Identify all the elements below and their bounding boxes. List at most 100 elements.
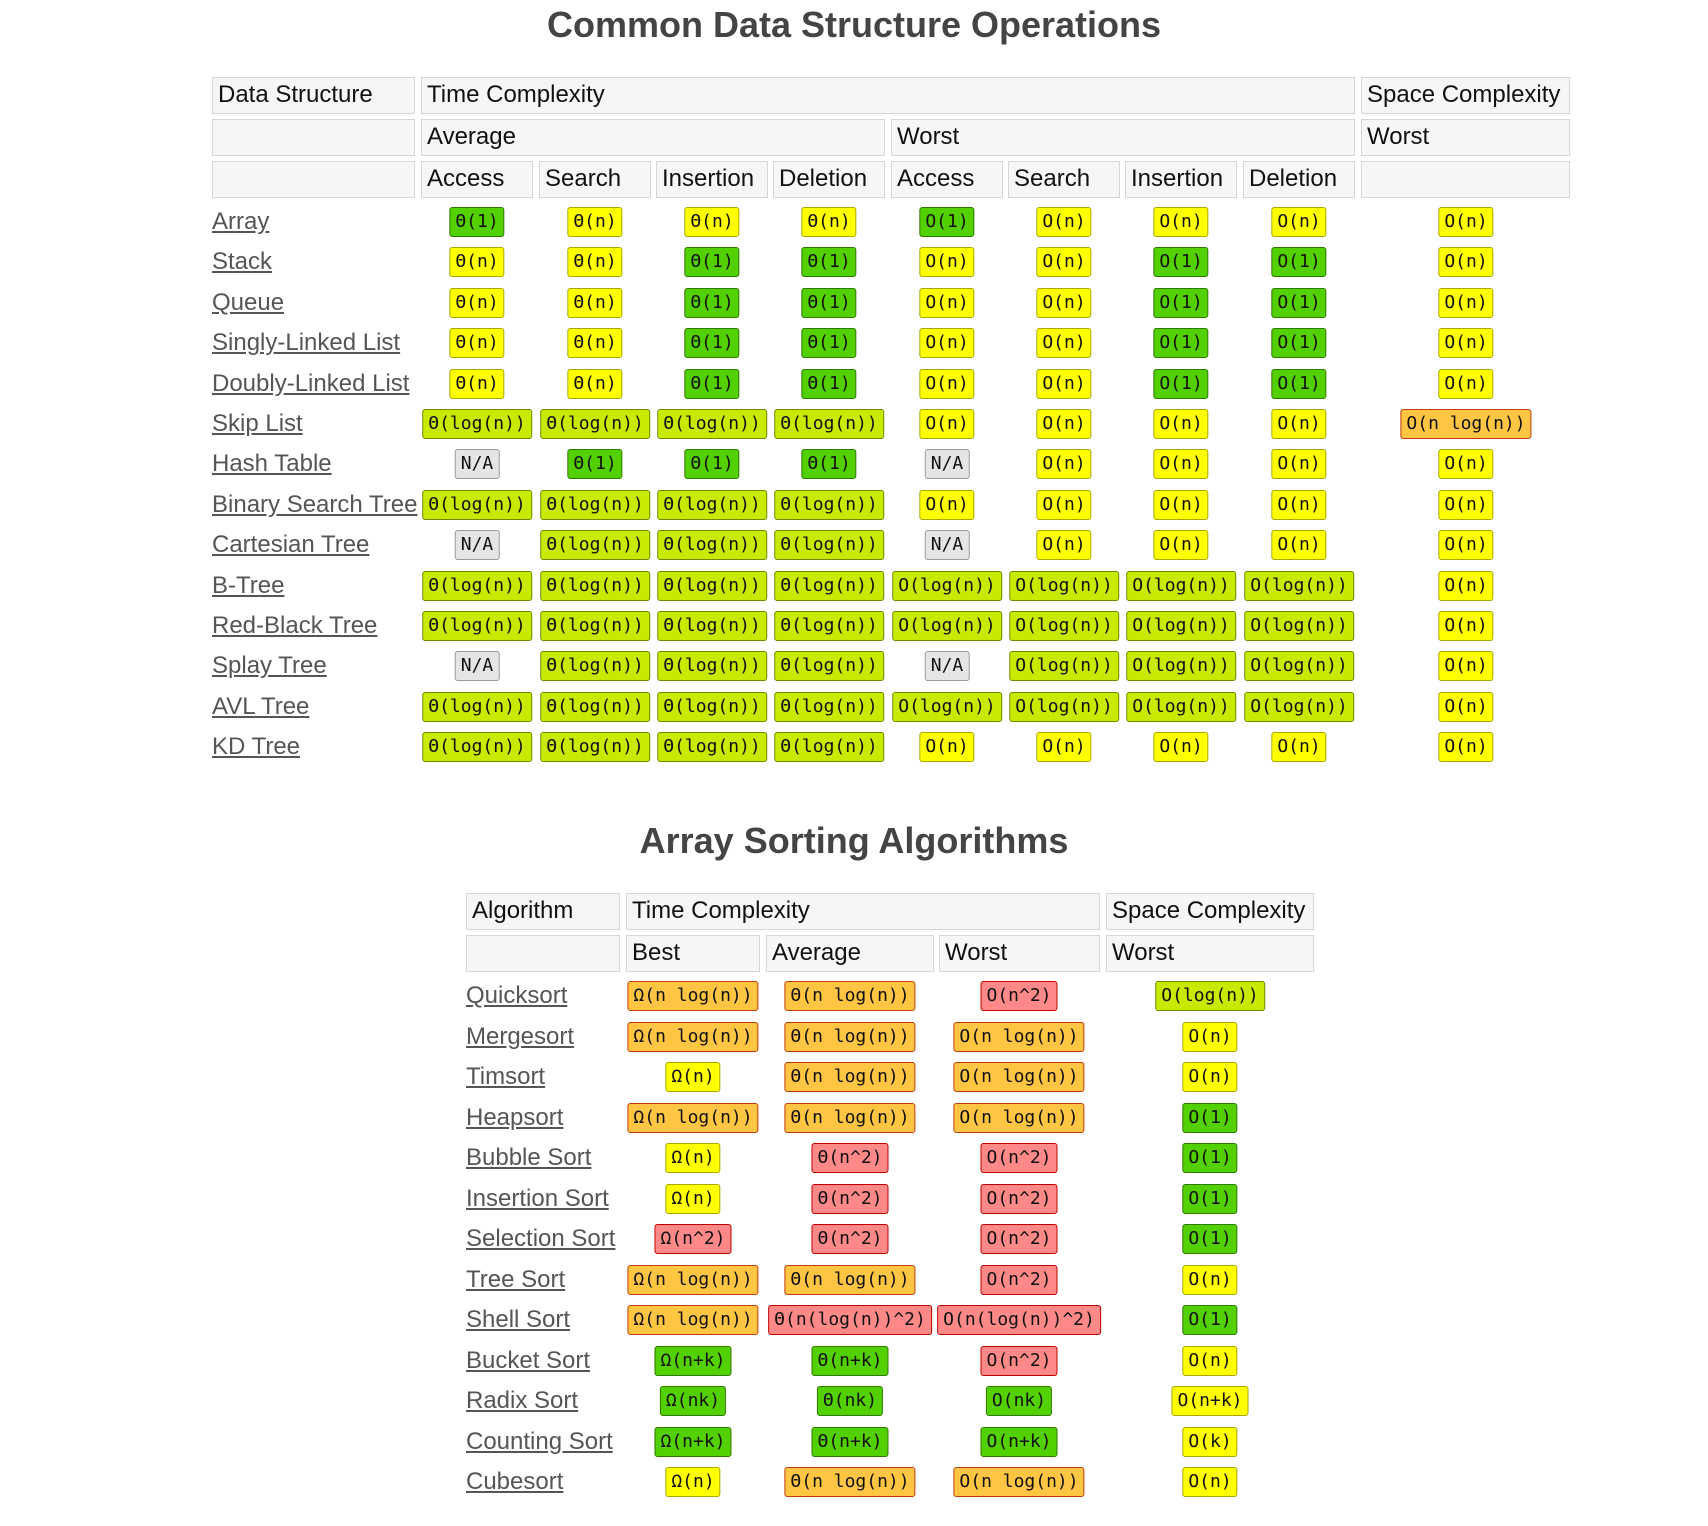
- ds-header-op: Access: [421, 161, 533, 198]
- ds-complexity-badge: O(log(n)): [1244, 651, 1354, 682]
- ds-row-label[interactable]: Doubly-Linked List: [212, 369, 410, 397]
- ds-row-label[interactable]: Hash Table: [212, 450, 332, 478]
- ds-header-op: Deletion: [773, 161, 885, 198]
- ds-complexity-badge: Θ(n): [449, 368, 505, 399]
- sort-complexity-badge: Ω(n log(n)): [627, 1102, 759, 1133]
- ds-complexity-badge: O(n): [1438, 651, 1494, 682]
- ds-complexity-badge: N/A: [454, 449, 500, 480]
- sort-row-label[interactable]: Timsort: [466, 1063, 546, 1090]
- ds-complexity-badge: Θ(log(n)): [657, 489, 767, 520]
- sort-complexity-badge: O(log(n)): [1155, 981, 1265, 1011]
- ds-complexity-badge: O(n): [1438, 207, 1494, 237]
- ds-complexity-badge: Θ(log(n)): [422, 732, 532, 763]
- ds-complexity-badge: Θ(n): [567, 207, 623, 237]
- sort-row-label[interactable]: Cubesort: [466, 1468, 564, 1495]
- sort-header-space-complexity: Space Complexity: [1106, 893, 1314, 930]
- sort-complexity-badge: Θ(n(log(n))^2): [768, 1305, 932, 1335]
- ds-complexity-badge: O(n): [1438, 691, 1494, 722]
- sort-row-label[interactable]: Counting Sort: [466, 1427, 613, 1455]
- sort-header-worst: Worst: [939, 935, 1100, 972]
- ds-complexity-badge: Θ(log(n)): [657, 570, 767, 601]
- sort-header-blank: [466, 935, 620, 972]
- ds-complexity-badge: O(log(n)): [1244, 691, 1354, 722]
- ds-complexity-badge: O(n): [1153, 732, 1209, 763]
- ds-complexity-badge: Θ(1): [801, 449, 857, 480]
- ds-complexity-badge: O(n): [1036, 287, 1092, 318]
- ds-complexity-badge: Θ(1): [567, 449, 623, 480]
- sort-row-label[interactable]: Shell Sort: [466, 1306, 571, 1333]
- ds-complexity-badge: N/A: [924, 651, 970, 682]
- ds-complexity-badge: O(1): [1153, 368, 1209, 399]
- ds-row-label[interactable]: Array: [212, 208, 270, 235]
- ds-complexity-badge: Θ(n): [567, 328, 623, 359]
- ds-complexity-badge: O(n): [919, 247, 975, 278]
- ds-header-op: Access: [891, 161, 1003, 198]
- sort-complexity-badge: Ω(n): [665, 1183, 721, 1214]
- ds-complexity-badge: O(n): [1036, 368, 1092, 399]
- sort-row-label[interactable]: Mergesort: [466, 1022, 575, 1050]
- ds-row-label[interactable]: Queue: [212, 288, 285, 316]
- ds-complexity-badge: Θ(log(n)): [540, 570, 650, 601]
- ds-complexity-badge: Θ(log(n)): [422, 691, 532, 722]
- ds-row-label[interactable]: AVL Tree: [212, 692, 310, 720]
- sort-row-label[interactable]: Heapsort: [466, 1103, 564, 1131]
- ds-complexity-badge: O(n): [1438, 247, 1494, 278]
- ds-complexity-badge: O(log(n)): [1126, 691, 1236, 722]
- sort-row-label[interactable]: Quicksort: [466, 982, 568, 1009]
- ds-complexity-badge: Θ(log(n)): [774, 691, 884, 722]
- ds-header-time-complexity: Time Complexity: [421, 77, 1355, 114]
- ds-row-label[interactable]: Cartesian Tree: [212, 531, 370, 559]
- sort-complexity-badge: Ω(n): [665, 1143, 721, 1173]
- ds-complexity-badge: O(n): [1438, 449, 1494, 480]
- ds-header-blank: [1361, 161, 1570, 198]
- ds-complexity-badge: Θ(log(n)): [540, 651, 650, 682]
- ds-header-average: Average: [421, 119, 885, 156]
- ds-row-label[interactable]: Binary Search Tree: [212, 490, 418, 518]
- sort-header-average: Average: [766, 935, 934, 972]
- ds-header-op: Insertion: [656, 161, 768, 198]
- ds-row-label[interactable]: Singly-Linked List: [212, 329, 401, 357]
- ds-complexity-badge: O(1): [1271, 247, 1327, 278]
- ds-complexity-badge: O(log(n)): [1244, 611, 1354, 641]
- sort-row-label[interactable]: Insertion Sort: [466, 1184, 609, 1212]
- ds-complexity-badge: Θ(1): [684, 287, 740, 318]
- ds-complexity-badge: O(n): [1438, 489, 1494, 520]
- ds-row-label[interactable]: Skip List: [212, 410, 303, 437]
- ds-complexity-badge: O(log(n)): [1009, 611, 1119, 641]
- ds-complexity-badge: O(1): [1271, 287, 1327, 318]
- ds-complexity-badge: O(log(n)): [1009, 651, 1119, 682]
- sort-complexity-badge: O(nk): [985, 1386, 1053, 1416]
- ds-complexity-badge: Θ(1): [684, 368, 740, 399]
- sort-complexity-badge: O(1): [1182, 1102, 1238, 1133]
- ds-complexity-badge: Θ(log(n)): [422, 570, 532, 601]
- sort-row-label[interactable]: Radix Sort: [466, 1387, 579, 1414]
- sort-complexity-badge: O(n): [1182, 1062, 1238, 1092]
- ds-row-label[interactable]: Splay Tree: [212, 652, 327, 680]
- sort-complexity-badge: O(n^2): [980, 1264, 1058, 1295]
- ds-complexity-badge: O(n): [919, 328, 975, 359]
- sort-row-label[interactable]: Bucket Sort: [466, 1346, 591, 1374]
- ds-header-space-complexity: Space Complexity: [1361, 77, 1570, 114]
- sort-row-label[interactable]: Selection Sort: [466, 1225, 616, 1252]
- sort-row-label[interactable]: Bubble Sort: [466, 1144, 592, 1171]
- ds-row-label[interactable]: KD Tree: [212, 733, 301, 761]
- sort-complexity-badge: Ω(nk): [659, 1386, 727, 1416]
- ds-row-label[interactable]: B-Tree: [212, 571, 285, 599]
- ds-complexity-badge: O(log(n)): [892, 570, 1002, 601]
- ds-row-label[interactable]: Red-Black Tree: [212, 612, 378, 639]
- ds-header-blank: [212, 119, 415, 156]
- ds-header-blank: [212, 161, 415, 198]
- sort-complexity-badge: O(n+k): [980, 1426, 1058, 1457]
- sort-complexity-badge: Ω(n): [665, 1062, 721, 1092]
- ds-complexity-badge: O(n): [1438, 570, 1494, 601]
- ds-complexity-badge: Θ(log(n)): [657, 530, 767, 561]
- sort-complexity-badge: O(n^2): [980, 1224, 1058, 1254]
- sort-complexity-badge: Ω(n+k): [654, 1345, 732, 1376]
- ds-complexity-badge: Θ(1): [801, 247, 857, 278]
- sort-row-label[interactable]: Tree Sort: [466, 1265, 566, 1293]
- ds-complexity-badge: Θ(log(n)): [774, 651, 884, 682]
- ds-complexity-badge: O(log(n)): [1009, 570, 1119, 601]
- sort-header-best: Best: [626, 935, 760, 972]
- ds-row-label[interactable]: Stack: [212, 248, 273, 276]
- ds-complexity-badge: N/A: [924, 449, 970, 480]
